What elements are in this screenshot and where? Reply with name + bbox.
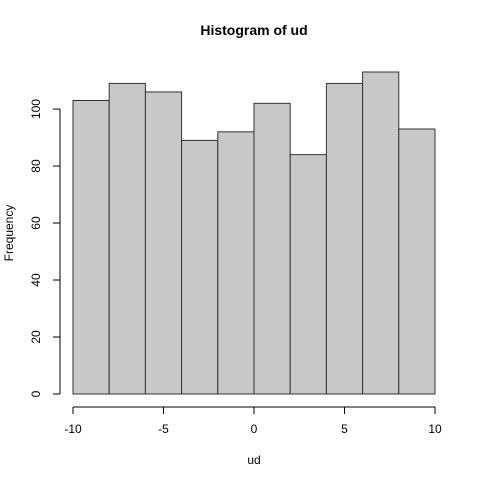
y-axis-label: Frequency [2, 205, 16, 262]
x-axis: -10 -5 0 5 10 [64, 407, 442, 436]
histogram-bar [399, 129, 435, 394]
histogram-bar [363, 72, 399, 394]
histogram-bar [218, 132, 254, 394]
histogram-bar [109, 83, 145, 394]
chart-title: Histogram of ud [200, 22, 307, 38]
x-tick-label: 10 [428, 422, 442, 436]
x-tick-label: -10 [64, 422, 82, 436]
histogram-bar [254, 103, 290, 394]
y-tick-label: 40 [29, 273, 43, 287]
x-tick-label: -5 [158, 422, 169, 436]
y-axis: 0 20 40 60 80 100 [29, 99, 60, 398]
y-tick-label: 0 [29, 390, 43, 397]
y-tick-label: 20 [29, 330, 43, 344]
y-tick-label: 80 [29, 159, 43, 173]
histogram-bar [73, 100, 109, 394]
x-tick-label: 5 [341, 422, 348, 436]
histogram-bar [145, 92, 181, 394]
y-tick-label: 60 [29, 216, 43, 230]
y-tick-label: 100 [29, 99, 43, 119]
bars-group [73, 72, 435, 394]
histogram-bar [326, 83, 362, 394]
histogram-bar [290, 155, 326, 394]
x-tick-label: 0 [251, 422, 258, 436]
x-axis-label: ud [247, 453, 260, 467]
histogram-bar [182, 140, 218, 394]
